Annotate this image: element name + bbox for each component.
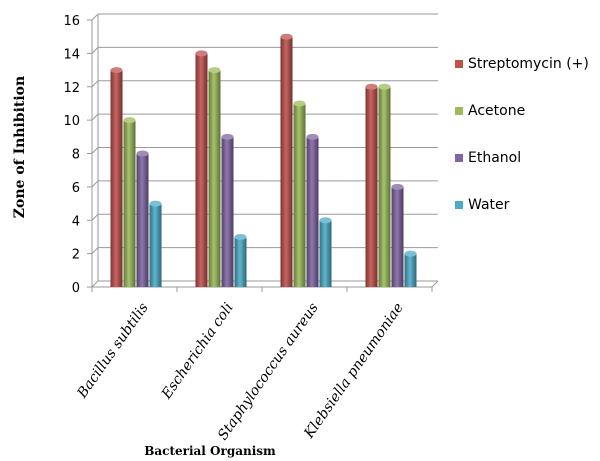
bar bbox=[365, 83, 378, 287]
bar-body bbox=[365, 86, 378, 287]
y-tick-label: 14 bbox=[63, 47, 80, 62]
bar-top bbox=[136, 150, 149, 157]
x-axis-title: Bacterial Organism bbox=[144, 444, 276, 458]
bar bbox=[123, 117, 136, 287]
bar bbox=[195, 50, 208, 287]
bar-top bbox=[306, 133, 319, 140]
bar-body bbox=[378, 86, 391, 287]
bar-body bbox=[280, 36, 293, 287]
bar-body bbox=[221, 136, 234, 287]
legend-label: Acetone bbox=[468, 103, 525, 119]
bar-body bbox=[110, 70, 123, 287]
y-axis-title: Zone of Inhibition bbox=[12, 76, 28, 218]
legend-swatch bbox=[455, 60, 463, 68]
gridline-side bbox=[91, 47, 99, 54]
gridline-side bbox=[91, 113, 99, 121]
y-tick-label: 8 bbox=[72, 148, 80, 163]
bar bbox=[404, 250, 417, 287]
bar bbox=[234, 233, 247, 287]
y-tick-labels: 0 2 4 6 8 10 12 14 16 bbox=[63, 14, 80, 296]
bar-top bbox=[293, 100, 306, 107]
chart-bars bbox=[110, 33, 417, 287]
bar-body bbox=[404, 253, 417, 287]
bar-top bbox=[221, 133, 234, 140]
bar bbox=[136, 150, 149, 287]
chart-legend: Streptomycin (+) Acetone Ethanol Water bbox=[455, 56, 589, 213]
y-tick-label: 6 bbox=[72, 181, 80, 196]
y-tick-label: 4 bbox=[72, 214, 80, 229]
y-tick-label: 10 bbox=[63, 114, 80, 129]
legend-swatch bbox=[455, 154, 463, 162]
bar-top bbox=[404, 250, 417, 257]
x-tick-labels: Bacillus subtilis Escherichia coliStaphyl… bbox=[74, 300, 407, 443]
bar-body bbox=[234, 236, 247, 287]
bar-body bbox=[149, 203, 162, 287]
y-tick-label: 0 bbox=[72, 281, 80, 296]
gridline-side bbox=[91, 213, 99, 221]
bar bbox=[149, 200, 162, 287]
bar-body bbox=[391, 186, 404, 287]
bar-top bbox=[208, 67, 221, 74]
legend-label: Water bbox=[468, 197, 510, 213]
bar-top bbox=[378, 83, 391, 90]
bar-top bbox=[391, 183, 404, 190]
bar-top bbox=[195, 50, 208, 57]
bar bbox=[110, 67, 123, 287]
bar-top bbox=[280, 33, 293, 40]
legend-swatch bbox=[455, 107, 463, 115]
bar-body bbox=[208, 70, 221, 287]
legend-label: Streptomycin (+) bbox=[468, 56, 589, 72]
bar-body bbox=[319, 220, 332, 287]
floor-edge bbox=[431, 280, 439, 288]
bar-body bbox=[306, 136, 319, 287]
bar-body bbox=[123, 120, 136, 287]
bar-top bbox=[123, 117, 136, 124]
x-tick-label: Klebsiella pneumoniae bbox=[301, 300, 407, 442]
legend-item: Ethanol bbox=[455, 150, 521, 166]
gridline-side bbox=[91, 13, 99, 21]
y-tick-label: 2 bbox=[72, 248, 80, 263]
x-tick-label: Bacillus subtilis bbox=[74, 300, 152, 402]
bar-top bbox=[149, 200, 162, 207]
bar-body bbox=[293, 103, 306, 287]
bar bbox=[319, 217, 332, 287]
y-tick-label: 12 bbox=[63, 81, 80, 96]
gridline-side bbox=[91, 280, 99, 288]
y-tick-label: 16 bbox=[63, 14, 80, 29]
bar-top bbox=[110, 67, 123, 74]
x-tick-label: Staphylococcus aureus bbox=[215, 300, 322, 443]
bar-body bbox=[136, 153, 149, 287]
bar bbox=[378, 83, 391, 287]
bar-top bbox=[365, 83, 378, 90]
bar bbox=[280, 33, 293, 287]
bar-top bbox=[319, 217, 332, 224]
gridline-side bbox=[91, 147, 99, 154]
bar bbox=[221, 133, 234, 287]
bar bbox=[391, 183, 404, 287]
bar bbox=[293, 100, 306, 287]
bar bbox=[306, 133, 319, 287]
gridline-side bbox=[91, 247, 99, 254]
gridline-side bbox=[91, 80, 99, 88]
legend-label: Ethanol bbox=[468, 150, 521, 166]
x-tick-label: Escherichia coli bbox=[158, 300, 237, 403]
legend-item: Water bbox=[455, 197, 510, 213]
legend-item: Streptomycin (+) bbox=[455, 56, 589, 72]
bar-body bbox=[195, 53, 208, 287]
legend-swatch bbox=[455, 201, 463, 209]
legend-item: Acetone bbox=[455, 103, 525, 119]
bar-top bbox=[234, 233, 247, 240]
gridline-side bbox=[91, 180, 99, 188]
bar bbox=[208, 67, 221, 287]
